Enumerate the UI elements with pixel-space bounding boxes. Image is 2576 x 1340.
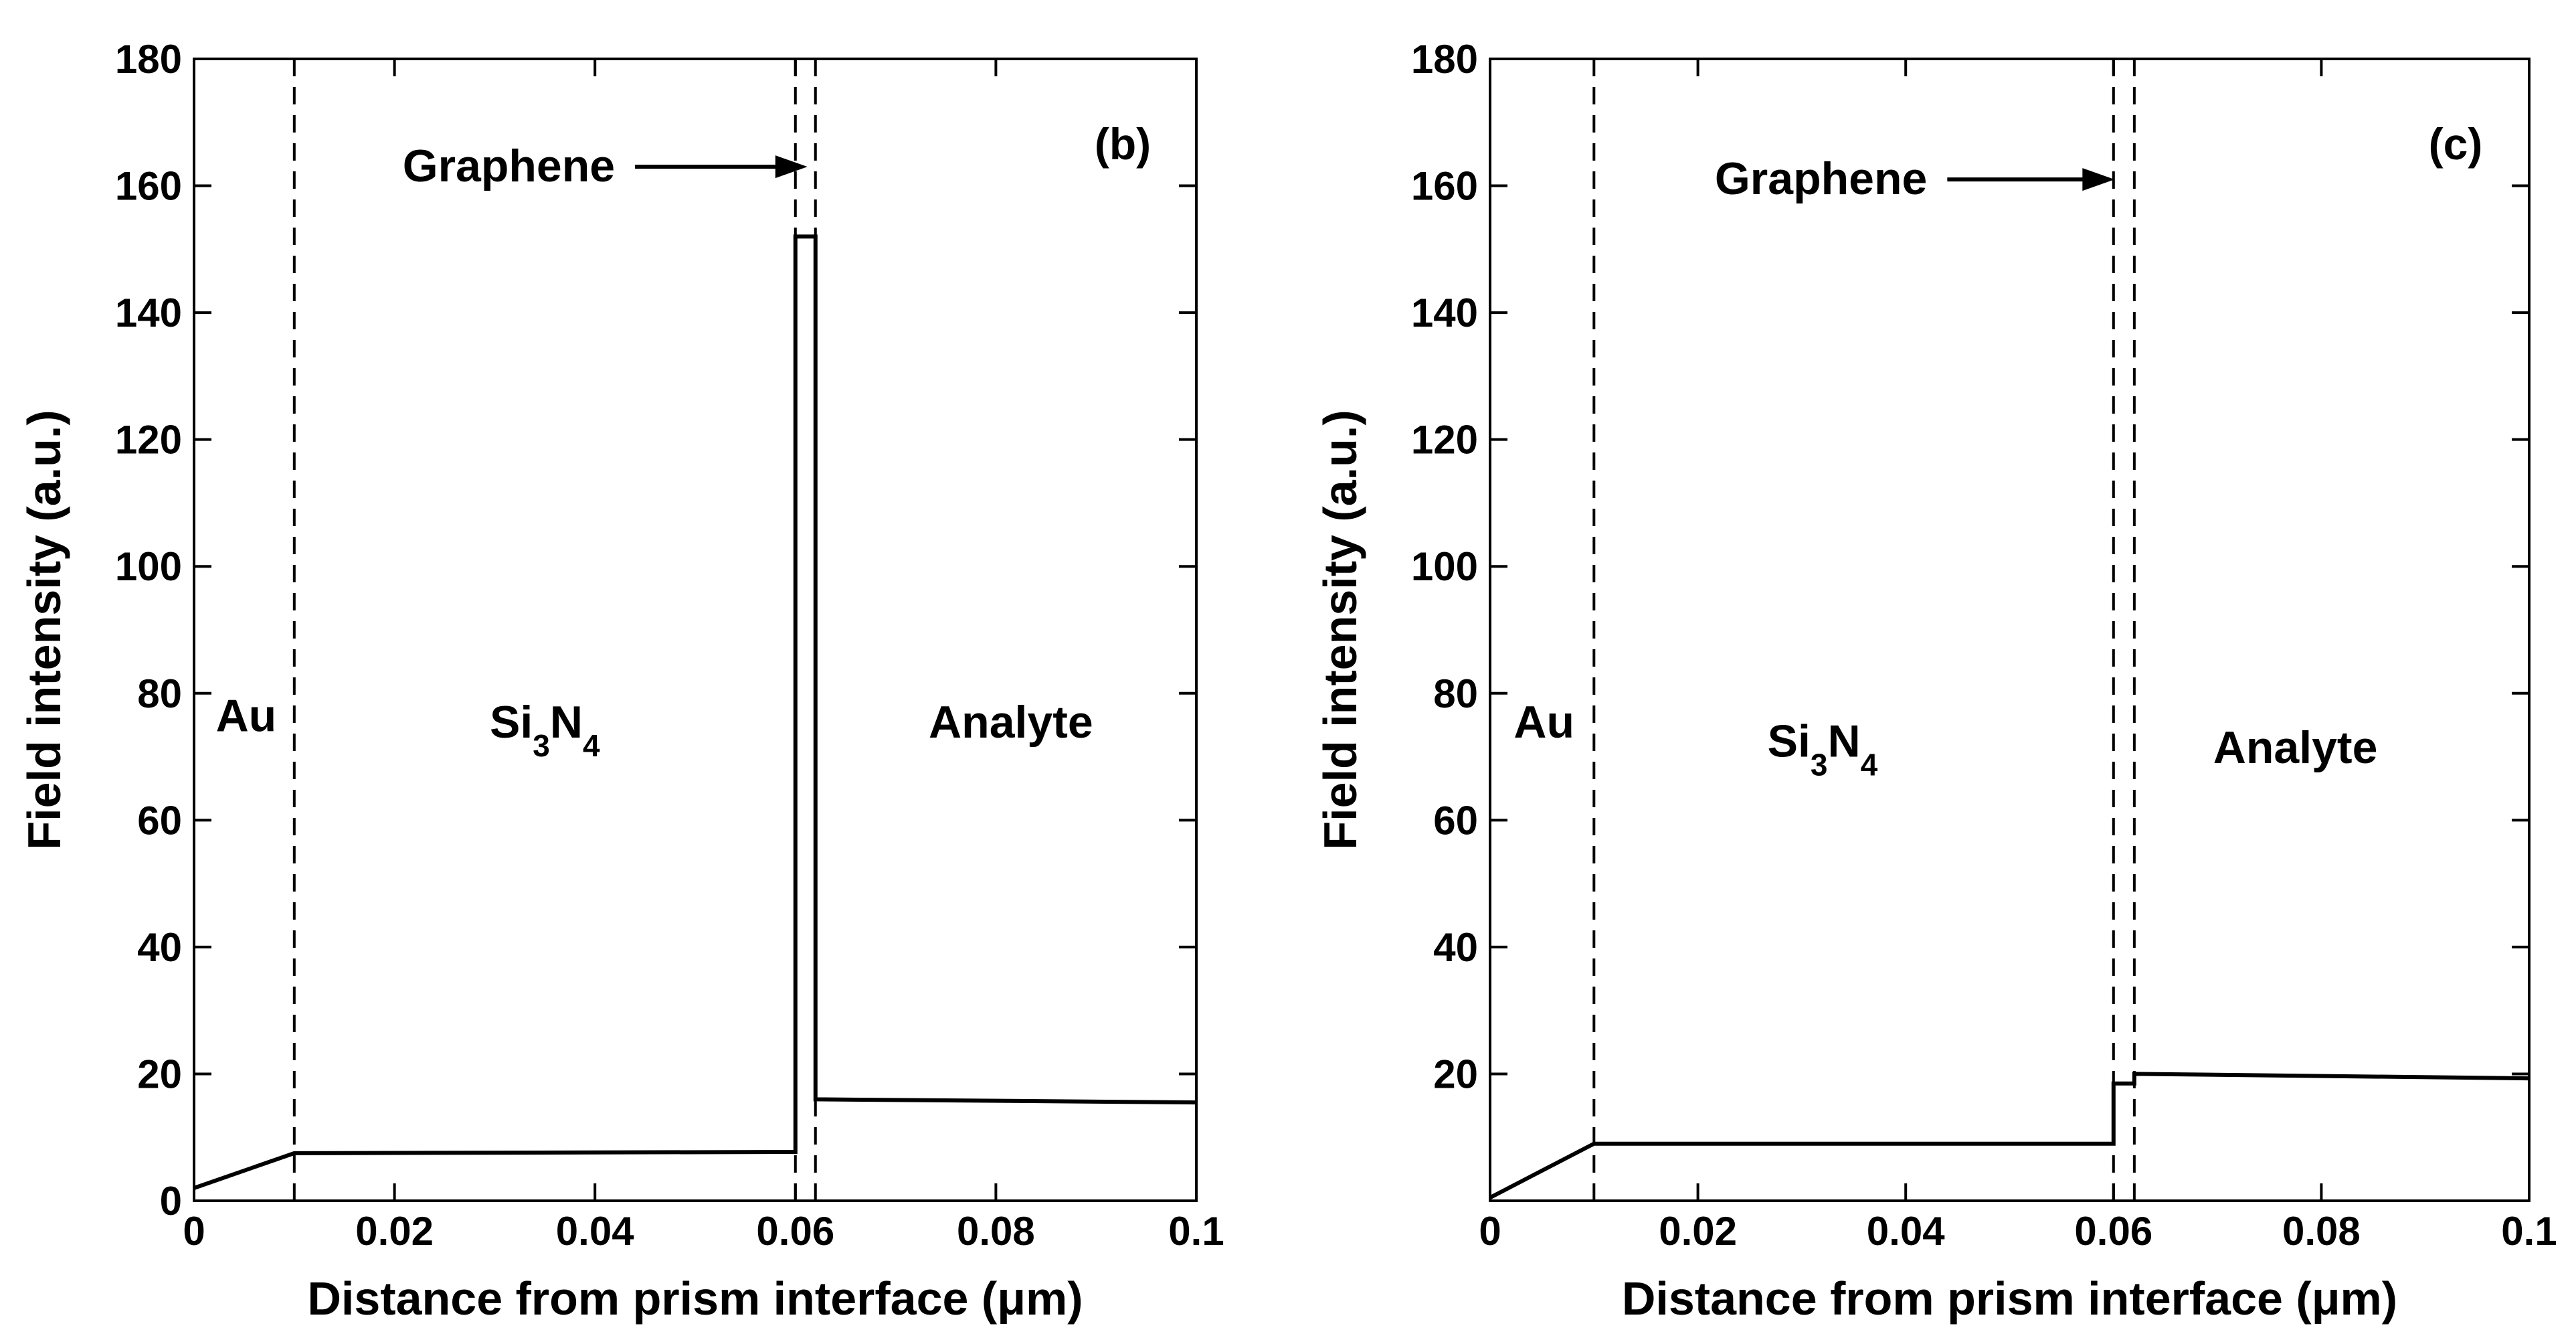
plot-area-frame (1489, 58, 2531, 1202)
y-tick-label: 60 (1433, 798, 1478, 843)
panel-tag: (b) (1095, 119, 1151, 169)
y-tick-label: 140 (1411, 290, 1478, 335)
x-tick-label: 0.1 (2501, 1209, 2557, 1254)
y-tick-label: 100 (115, 544, 182, 589)
y-tick-label: 180 (1411, 37, 1478, 82)
si3n4-sub-4: 4 (1861, 748, 1878, 782)
x-axis-label: Distance from prism interface (μm) (307, 1272, 1083, 1325)
field-intensity-line (1489, 1072, 2530, 1199)
graphene-annotation: Graphene (403, 141, 615, 191)
x-tick-label: 0.04 (1867, 1209, 1945, 1254)
x-tick-label: 0.04 (556, 1209, 634, 1254)
panel-b: 0 0.02 0.04 0.06 0.08 0.1 0 20 40 60 80 100 120 140 16… (18, 37, 1224, 1325)
graphene-arrow-head (2082, 168, 2115, 191)
y-tick-label: 120 (1411, 418, 1478, 463)
x-tick-label: 0.02 (355, 1209, 434, 1254)
si3n4-base-si: Si (490, 697, 533, 748)
y-tick-label: 80 (137, 671, 182, 716)
x-tick-label: 0.08 (957, 1209, 1035, 1254)
region-label-au: Au (216, 691, 277, 742)
si3n4-sub-3: 3 (1811, 748, 1828, 782)
y-tick-label: 20 (1433, 1052, 1478, 1096)
x-tick-label: 0.08 (2282, 1209, 2361, 1254)
field-intensity-line (193, 234, 1197, 1190)
y-tick-label: 120 (115, 418, 182, 463)
panel-tag: (c) (2429, 119, 2483, 169)
y-tick-label: 40 (1433, 925, 1478, 970)
y-tick-label: 160 (115, 164, 182, 209)
y-tick-label: 60 (137, 798, 182, 843)
y-tick-label: 20 (137, 1052, 182, 1096)
si3n4-base-si: Si (1768, 716, 1811, 767)
x-tick-label: 0.06 (2074, 1209, 2152, 1254)
x-axis-label: Distance from prism interface (μm) (1622, 1272, 2397, 1325)
si3n4-base-n: N (1828, 716, 1861, 767)
y-tick-label: 100 (1411, 544, 1478, 589)
region-label-si3n4: Si3N4 (1768, 716, 1878, 782)
plot-area-frame (193, 58, 1198, 1202)
y-tick-label: 140 (115, 290, 182, 335)
y-tick-label: 40 (137, 925, 182, 970)
si3n4-sub-4: 4 (583, 728, 600, 763)
region-label-si3n4: Si3N4 (490, 697, 600, 763)
y-tick-label: 80 (1433, 671, 1478, 716)
region-label-analyte: Analyte (2213, 722, 2378, 773)
y-axis-label: Field intensity (a.u.) (1314, 410, 1366, 849)
graphene-annotation: Graphene (1715, 153, 1927, 204)
si3n4-sub-3: 3 (533, 728, 550, 763)
x-tick-label: 0.06 (756, 1209, 834, 1254)
panel-c: 0 0.02 0.04 0.06 0.08 0.1 20 40 60 80 100 120 140 160… (1314, 37, 2557, 1325)
region-label-analyte: Analyte (929, 697, 1093, 748)
region-label-au: Au (1513, 697, 1574, 748)
x-tick-label: 0 (183, 1209, 205, 1254)
y-tick-label: 0 (160, 1179, 182, 1224)
x-tick-label: 0 (1479, 1209, 1501, 1254)
y-axis-label: Field intensity (a.u.) (18, 410, 70, 849)
x-tick-label: 0.02 (1659, 1209, 1737, 1254)
graphene-arrow-head (775, 155, 808, 179)
y-tick-label: 180 (115, 37, 182, 82)
y-tick-label: 160 (1411, 164, 1478, 209)
si3n4-base-n: N (550, 697, 583, 748)
x-tick-label: 0.1 (1168, 1209, 1224, 1254)
